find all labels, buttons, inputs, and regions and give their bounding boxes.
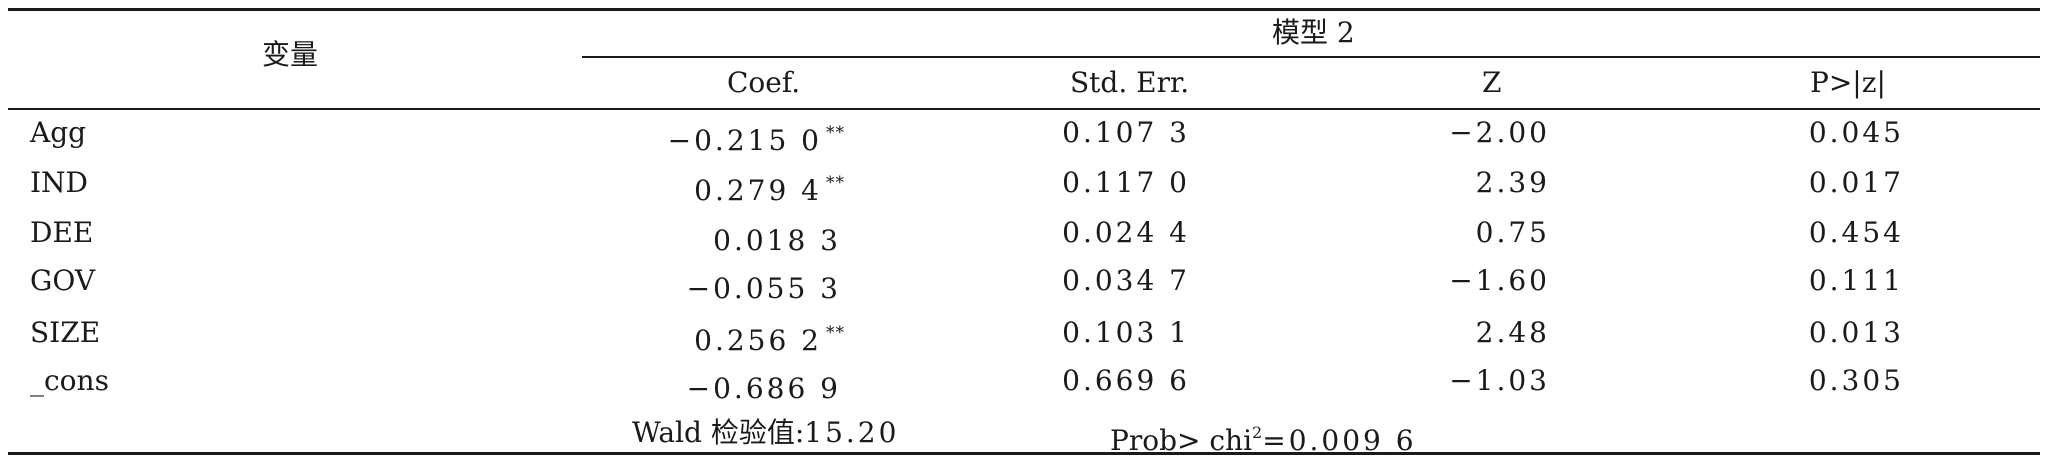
row-label: Agg [30,116,87,149]
bottom-rule [8,452,2040,455]
z-column-header: Z [1482,66,1502,99]
row-label: IND [30,166,89,199]
prob-label: Prob> chi [1110,424,1253,457]
coef-value: 0.256 2 [694,324,822,357]
chi-squared-superscript: 2 [1252,423,1263,442]
significance-mark: ** [826,123,845,143]
prob-chi2-note: Prob> chi2=0.009 6 [1110,416,1417,458]
z-cell: −1.60 [1449,264,1550,297]
wald-label: Wald 检验值: [632,416,805,449]
coef-cell: −0.055 3 [687,264,845,306]
model-group-header: 模型 2 [1272,16,1355,49]
coef-value: −0.055 3 [686,272,841,305]
model-group-rule [582,56,2040,58]
z-cell: 2.39 [1475,166,1550,199]
prob-value: =0.009 6 [1262,424,1417,457]
std-err-cell: 0.103 1 [1062,316,1190,349]
p-value-cell: 0.045 [1808,116,1904,149]
z-cell: −1.03 [1449,364,1550,397]
std-err-cell: 0.024 4 [1062,216,1190,249]
row-label: GOV [30,264,96,297]
p-value-column-header: P>|z| [1810,66,1886,99]
coef-cell: −0.686 9 [687,364,845,406]
coef-value: −0.686 9 [686,372,841,405]
wald-value: 15.20 [804,416,900,449]
std-err-cell: 0.117 0 [1062,166,1190,199]
header-rule [8,108,2040,110]
coef-value: 0.018 3 [713,224,841,257]
coef-cell: 0.018 3 [713,216,845,258]
coef-cell: 0.279 4 ** [694,166,845,208]
variable-column-header: 变量 [262,38,319,71]
coef-cell: 0.256 2 ** [694,316,845,358]
std-err-cell: 0.669 6 [1062,364,1190,397]
z-cell: −2.00 [1449,116,1550,149]
coef-cell: −0.215 0 ** [668,116,845,158]
p-value-cell: 0.017 [1808,166,1904,199]
p-value-cell: 0.013 [1808,316,1904,349]
coef-value: −0.215 0 [667,124,822,157]
p-value-cell: 0.454 [1808,216,1904,249]
row-label: _cons [30,364,109,397]
significance-mark: ** [826,173,845,193]
z-cell: 0.75 [1475,216,1550,249]
p-value-cell: 0.305 [1808,364,1904,397]
row-label: SIZE [30,316,101,349]
std-err-cell: 0.034 7 [1062,264,1190,297]
p-value-cell: 0.111 [1808,264,1904,297]
std-err-cell: 0.107 3 [1062,116,1190,149]
coef-value: 0.279 4 [694,174,822,207]
z-cell: 2.48 [1475,316,1550,349]
top-rule [8,8,2040,11]
row-label: DEE [30,216,94,249]
significance-mark: ** [826,323,845,343]
coef-column-header: Coef. [727,66,801,99]
wald-test-note: Wald 检验值:15.20 [632,416,899,450]
std-err-column-header: Std. Err. [1070,66,1190,99]
